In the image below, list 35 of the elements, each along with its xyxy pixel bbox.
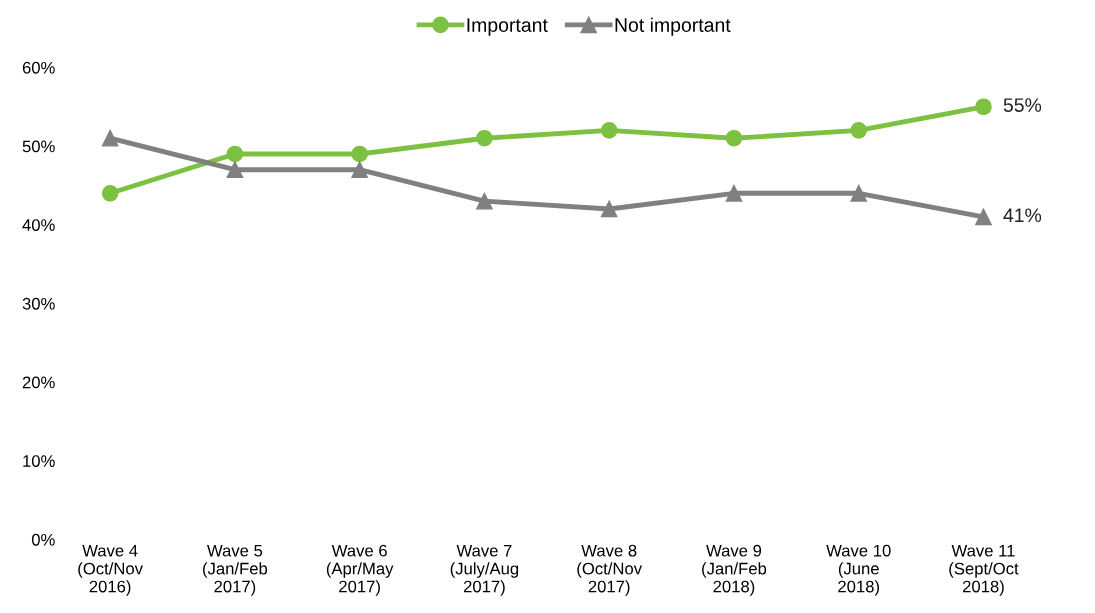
x-tick-label: Wave 10 (June 2018) bbox=[826, 544, 891, 596]
point bbox=[226, 145, 244, 163]
y-tick-label: 20% bbox=[22, 376, 55, 389]
point bbox=[476, 192, 493, 210]
point bbox=[725, 129, 743, 147]
x-tick-label: Wave 9 (Jan/Feb 2018) bbox=[702, 544, 767, 596]
x-tick-label: Wave 5 (Jan/Feb 2017) bbox=[203, 544, 268, 596]
x-tick-label: Wave 7 (July/Aug 2017) bbox=[450, 544, 519, 596]
data-label: 55% bbox=[1003, 98, 1042, 112]
point bbox=[476, 129, 493, 147]
point bbox=[975, 98, 992, 116]
legend-label: Important bbox=[467, 18, 548, 36]
x-tick-label: Wave 6 (Apr/May 2017) bbox=[326, 544, 394, 596]
legend-label: Not important bbox=[615, 17, 731, 36]
y-tick-label: 50% bbox=[22, 140, 55, 153]
point bbox=[101, 129, 119, 147]
y-tick-label: 10% bbox=[23, 455, 55, 467]
point bbox=[975, 208, 992, 226]
point bbox=[600, 122, 618, 139]
x-tick-label: Wave 8 (Oct/Nov 2017) bbox=[577, 544, 642, 596]
point bbox=[351, 161, 368, 179]
y-tick-label: 40% bbox=[22, 219, 55, 231]
y-tick-label: 30% bbox=[22, 297, 55, 310]
point bbox=[850, 184, 868, 202]
point bbox=[850, 122, 868, 139]
y-tick-label: 60% bbox=[22, 61, 55, 74]
point bbox=[101, 184, 119, 202]
data-label: 41% bbox=[1003, 208, 1042, 223]
point bbox=[226, 161, 244, 179]
x-tick-label: Wave 4 (Oct/Nov 2016) bbox=[78, 544, 143, 596]
point bbox=[725, 184, 743, 202]
y-tick-label: 0% bbox=[31, 533, 55, 546]
point bbox=[351, 145, 368, 163]
x-tick-label: Wave 11 (Sept/Oct 2018) bbox=[949, 544, 1019, 596]
point bbox=[600, 200, 618, 218]
